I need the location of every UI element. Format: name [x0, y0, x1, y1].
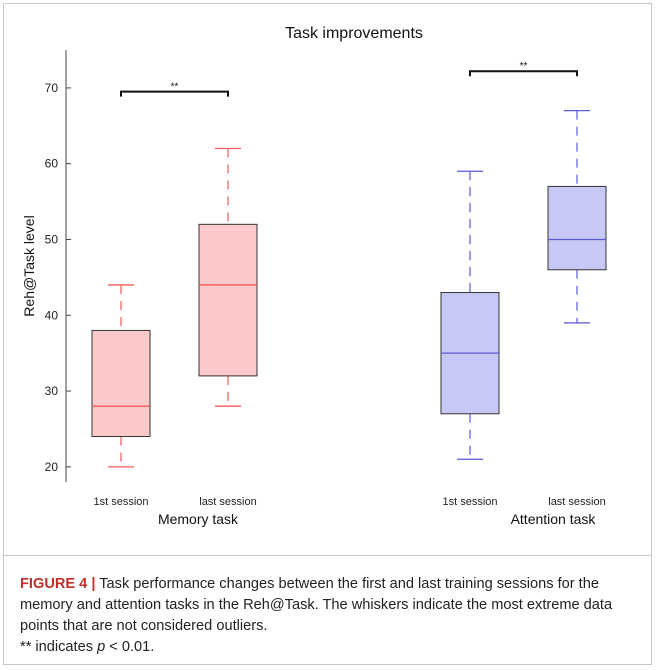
chart-title: Task improvements [285, 25, 423, 42]
caption-note-prefix: ** indicates [20, 639, 98, 655]
y-tick-label: 40 [45, 308, 59, 322]
group-label: Memory task [158, 511, 239, 527]
y-tick-label: 30 [45, 384, 59, 398]
significance-bracket [120, 90, 229, 97]
y-tick-label: 20 [45, 460, 59, 474]
significance-bracket [469, 70, 578, 77]
y-tick-label: 50 [45, 232, 59, 246]
figure-caption: FIGURE 4 | Task performance changes betw… [20, 574, 640, 658]
caption-label: FIGURE 4 | [20, 576, 96, 592]
x-tick-label: 1st session [442, 496, 497, 508]
caption-note-var: p [97, 639, 106, 655]
y-axis-label: Reh@Task level [21, 215, 37, 316]
y-tick-label: 60 [45, 157, 59, 171]
box [547, 185, 607, 271]
box [91, 329, 151, 438]
caption-note-suffix: < 0.01. [105, 639, 155, 655]
box [198, 223, 258, 377]
caption-text: Task performance changes between the fir… [20, 576, 613, 634]
group-label: Attention task [511, 511, 597, 527]
y-tick-label: 70 [45, 81, 59, 95]
x-tick-label: 1st session [93, 496, 148, 508]
significance-marker: ** [520, 61, 528, 72]
x-tick-label: last session [548, 496, 605, 508]
significance-marker: ** [171, 82, 179, 93]
x-tick-label: last session [199, 496, 256, 508]
caption-separator [3, 555, 652, 556]
box-plot: Task improvements 20 30 40 50 60 70 Reh@Task le… [21, 25, 607, 527]
